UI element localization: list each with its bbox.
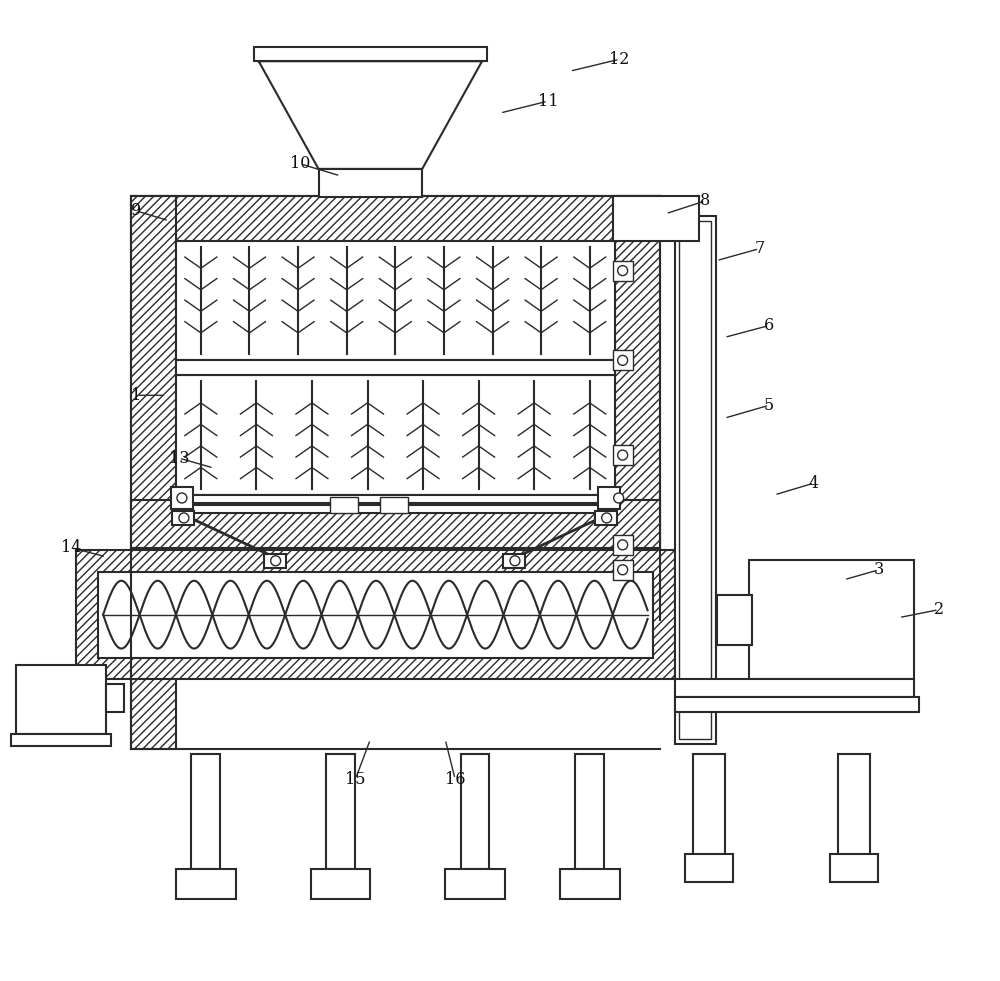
Circle shape (618, 450, 628, 460)
Bar (254, 47, 487, 61)
Text: 8: 8 (700, 192, 711, 209)
Circle shape (602, 513, 612, 523)
Bar (679, 221, 711, 740)
Circle shape (614, 493, 624, 503)
Bar (131, 196, 176, 749)
Text: 7: 7 (754, 240, 764, 257)
Bar (264, 554, 286, 568)
Bar (595, 511, 617, 525)
Bar (613, 445, 633, 465)
Text: 13: 13 (169, 449, 189, 467)
Bar (171, 487, 193, 509)
Bar (613, 535, 633, 555)
Bar (76, 549, 675, 680)
Bar (693, 754, 725, 869)
Text: 11: 11 (538, 92, 558, 110)
Bar (749, 560, 914, 680)
Bar (613, 560, 633, 580)
Bar (560, 869, 620, 899)
Bar (675, 680, 914, 697)
Bar (445, 869, 505, 899)
Text: 14: 14 (61, 540, 81, 556)
Circle shape (618, 540, 628, 549)
Bar (11, 735, 111, 747)
Text: 6: 6 (764, 317, 774, 334)
Text: 4: 4 (809, 475, 819, 491)
Text: 3: 3 (874, 561, 884, 578)
Bar (176, 495, 615, 503)
Bar (838, 754, 870, 869)
Bar (98, 572, 653, 657)
Bar (176, 360, 615, 376)
Bar (176, 505, 615, 513)
Bar (172, 511, 194, 525)
Bar (615, 196, 660, 620)
Circle shape (271, 556, 281, 566)
Bar (326, 754, 355, 869)
Bar (191, 754, 220, 869)
Text: 12: 12 (609, 51, 630, 68)
Bar (176, 869, 236, 899)
Bar (176, 240, 615, 360)
Bar (131, 196, 660, 240)
Bar (16, 664, 106, 735)
Polygon shape (259, 61, 482, 169)
Bar (311, 869, 370, 899)
Bar (575, 754, 604, 869)
Circle shape (179, 513, 189, 523)
Circle shape (510, 556, 520, 566)
Bar (330, 497, 358, 513)
Bar (319, 169, 422, 197)
Bar (613, 261, 633, 281)
Bar (717, 594, 752, 645)
Text: 16: 16 (445, 771, 465, 788)
Circle shape (618, 266, 628, 276)
Text: 10: 10 (290, 155, 311, 173)
Text: 15: 15 (345, 771, 366, 788)
Bar (830, 854, 878, 882)
Circle shape (177, 493, 187, 503)
Bar (380, 497, 408, 513)
Bar (106, 685, 124, 712)
Bar (598, 487, 620, 509)
Bar (675, 216, 716, 745)
Bar (675, 697, 919, 712)
Text: 9: 9 (131, 202, 141, 220)
Bar (461, 754, 489, 869)
Bar (176, 376, 615, 495)
Bar (503, 554, 525, 568)
Text: 2: 2 (934, 601, 944, 618)
Text: 5: 5 (764, 396, 774, 414)
Bar (613, 350, 633, 371)
Bar (685, 854, 733, 882)
Text: 1: 1 (131, 387, 141, 404)
Circle shape (618, 355, 628, 365)
Circle shape (618, 565, 628, 575)
Bar (613, 196, 699, 240)
Bar (131, 500, 660, 547)
